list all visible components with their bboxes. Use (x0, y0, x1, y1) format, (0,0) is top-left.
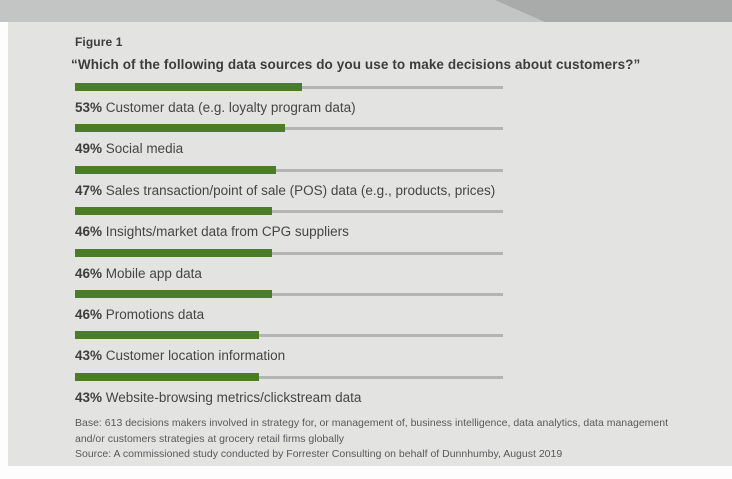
bar-fill (75, 290, 272, 298)
bar-value: 43% (75, 348, 103, 363)
bar-caption: 43% Website-browsing metrics/clickstream… (75, 390, 361, 405)
bar-caption: 46% Insights/market data from CPG suppli… (75, 224, 349, 239)
bar-row: 47% Sales transaction/point of sale (POS… (75, 166, 515, 202)
bar-row: 46% Mobile app data (75, 249, 515, 285)
bar-value: 46% (75, 266, 103, 281)
bar-label: Website-browsing metrics/clickstream dat… (105, 390, 362, 405)
footnote-source: Source: A commissioned study conducted b… (75, 448, 563, 460)
bar-label: Customer location information (105, 348, 286, 363)
bar-row: 49% Social media (75, 124, 515, 160)
bar-fill (75, 331, 260, 339)
bar-row: 43% Customer location information (75, 331, 515, 367)
bar-area (75, 166, 503, 174)
bar-caption: 46% Mobile app data (75, 266, 202, 281)
bar-area (75, 331, 503, 339)
bar-caption: 46% Promotions data (75, 307, 204, 322)
bar-row: 46% Insights/market data from CPG suppli… (75, 207, 515, 243)
footnote-base-line1: Base: 613 decisions makers involved in s… (75, 417, 668, 429)
bar-value: 43% (75, 390, 103, 405)
bar-area (75, 249, 503, 257)
bar-fill (75, 124, 285, 132)
bar-label: Mobile app data (105, 266, 202, 281)
footnote-base-line2: and/or customers strategies at grocery r… (75, 432, 345, 445)
bar-value: 46% (75, 224, 103, 239)
bar-area (75, 124, 503, 132)
bar-fill (75, 166, 277, 174)
bar-track (75, 169, 503, 172)
bar-track (75, 334, 503, 337)
bar-fill (75, 207, 272, 215)
figure-panel (8, 22, 732, 466)
bar-track (75, 252, 503, 255)
bar-label: Insights/market data from CPG suppliers (105, 224, 349, 239)
bar-fill (75, 83, 302, 91)
bar-track (75, 293, 503, 296)
figure-label: Figure 1 (75, 35, 123, 49)
figure-question: “Which of the following data sources do … (71, 57, 641, 72)
top-band-diagonal-accent (495, 0, 732, 22)
bar-caption: 49% Social media (75, 141, 183, 156)
bar-fill (75, 373, 260, 381)
bar-track (75, 127, 503, 130)
bar-area (75, 83, 503, 91)
bar-row: 46% Promotions data (75, 290, 515, 326)
bar-row: 43% Website-browsing metrics/clickstream… (75, 373, 515, 409)
bar-value: 53% (75, 100, 103, 115)
bar-fill (75, 249, 272, 257)
bar-caption: 43% Customer location information (75, 348, 285, 363)
footnote: Base: 613 decisions makers involved in s… (75, 416, 705, 463)
bar-value: 47% (75, 183, 103, 198)
bar-label: Customer data (e.g. loyalty program data… (105, 100, 356, 115)
bar-label: Social media (105, 141, 184, 156)
bar-caption: 53% Customer data (e.g. loyalty program … (75, 100, 356, 115)
bar-track (75, 210, 503, 213)
bar-label: Promotions data (105, 307, 205, 322)
bar-area (75, 373, 503, 381)
bar-area (75, 207, 503, 215)
bar-area (75, 290, 503, 298)
bar-track (75, 376, 503, 379)
bar-value: 46% (75, 307, 103, 322)
top-gray-band (0, 0, 732, 22)
bar-row: 53% Customer data (e.g. loyalty program … (75, 83, 515, 119)
bar-caption: 47% Sales transaction/point of sale (POS… (75, 183, 495, 198)
bar-value: 49% (75, 141, 103, 156)
bar-label: Sales transaction/point of sale (POS) da… (105, 183, 496, 198)
